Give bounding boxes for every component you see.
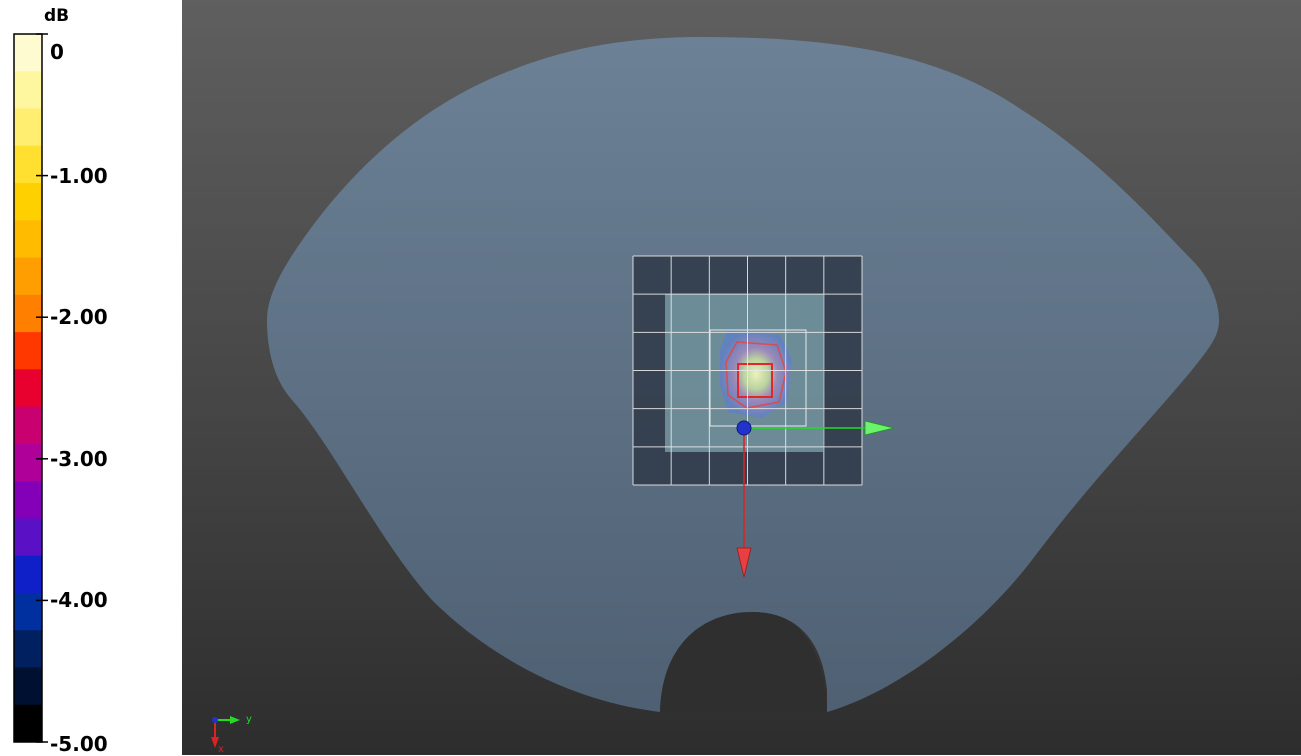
colorbar-tick-label: -2.00 (50, 305, 108, 330)
colorbar-segment (14, 481, 42, 519)
colorbar-segment (14, 406, 42, 445)
colorbar-segment (14, 108, 42, 147)
colorbar-segment (14, 443, 42, 482)
colorbar-tick-label: -4.00 (50, 588, 108, 613)
colorbar-segment (14, 145, 42, 184)
colorbar-segment (14, 518, 42, 557)
colorbar-segment (14, 71, 42, 110)
triad-x-label: x (218, 744, 224, 755)
phantom-notch (660, 612, 827, 712)
zoom-scan-box (709, 329, 807, 427)
colorbar-segment (14, 332, 42, 370)
colorbar-tick-label: -3.00 (50, 446, 108, 471)
colorbar-legend: dB 0 -1.00 -2.00 -3.00 -4.00 -5.00 (0, 0, 182, 756)
colorbar-unit-label: dB (44, 6, 70, 26)
colorbar-segment (14, 630, 42, 668)
3d-viewport[interactable]: y x (182, 0, 1301, 755)
hotspot (720, 330, 792, 418)
colorbar-segment (14, 257, 42, 296)
scene-canvas[interactable]: y x (182, 0, 1301, 755)
measurement-grid (632, 255, 863, 486)
axes-triad: y x (211, 714, 252, 755)
colorbar-segment (14, 183, 42, 221)
colorbar-segment (14, 34, 42, 72)
triad-y-label: y (246, 714, 252, 725)
x-axis-arrow (736, 428, 752, 578)
colorbar-segment (14, 220, 42, 259)
colorbar-segment (14, 555, 42, 594)
colorbar-tick-label: -5.00 (50, 732, 108, 756)
colorbar (13, 33, 48, 743)
colorbar-tick-label: -1.00 (50, 163, 108, 188)
colorbar-segment (14, 369, 42, 408)
colorbar-segment (14, 294, 42, 333)
colorbar-segment (14, 667, 42, 706)
colorbar-tick-label: 0 (50, 40, 64, 64)
origin-sphere (736, 420, 752, 436)
y-axis-arrow (744, 420, 895, 436)
colorbar-segment (14, 592, 42, 631)
colorbar-frame (13, 33, 43, 743)
colorbar-segment (14, 704, 42, 743)
